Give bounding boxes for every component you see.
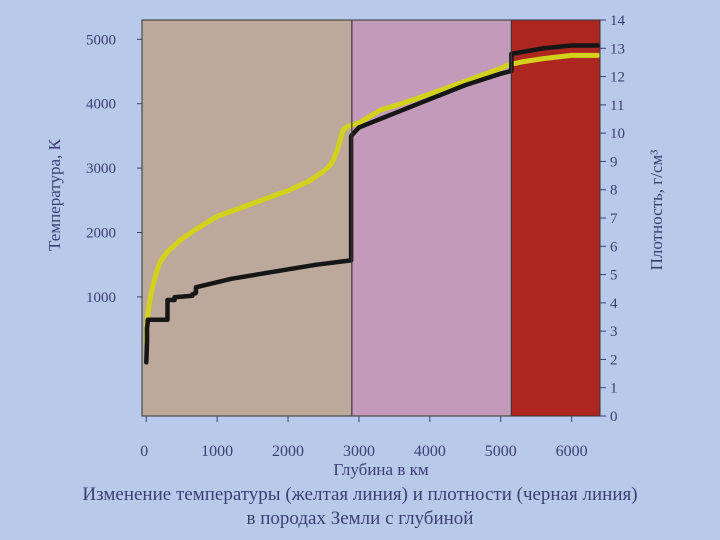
x-tick-label: 1000 bbox=[201, 443, 233, 460]
y-right-tick-label: 10 bbox=[610, 126, 625, 142]
y-right-tick-label: 0 bbox=[610, 409, 618, 425]
y-left-tick-label: 5000 bbox=[86, 32, 116, 48]
x-tick-label: 6000 bbox=[556, 443, 588, 460]
x-tick-label: 2000 bbox=[272, 443, 304, 460]
y-right-tick-label: 7 bbox=[610, 211, 618, 227]
region-0 bbox=[142, 20, 352, 416]
y-right-tick-label: 5 bbox=[610, 268, 618, 284]
y-left-axis-title: Температура, К bbox=[45, 138, 64, 251]
region-1 bbox=[351, 20, 512, 416]
y-left-tick-label: 2000 bbox=[86, 225, 116, 241]
x-tick-label: 4000 bbox=[414, 443, 446, 460]
y-right-tick-label: 14 bbox=[610, 13, 626, 29]
y-right-tick-label: 2 bbox=[610, 352, 618, 368]
y-left-tick-label: 4000 bbox=[86, 97, 116, 113]
y-right-tick-label: 1 bbox=[610, 381, 618, 397]
y-right-tick-label: 11 bbox=[610, 98, 624, 114]
x-tick-label: 5000 bbox=[485, 443, 517, 460]
temperature-line bbox=[143, 52, 601, 345]
y-right-tick-label: 13 bbox=[610, 41, 625, 57]
region-2 bbox=[511, 20, 600, 416]
y-right-axis-title: Плотность, г/см³ bbox=[647, 150, 666, 271]
density-line bbox=[144, 43, 601, 365]
y-right-tick-label: 12 bbox=[610, 70, 625, 86]
y-left-tick-label: 1000 bbox=[86, 290, 116, 306]
x-tick-label: 3000 bbox=[343, 443, 375, 460]
y-right-tick-label: 8 bbox=[610, 183, 618, 199]
y-right-tick-label: 6 bbox=[610, 239, 618, 255]
y-right-tick-label: 9 bbox=[610, 154, 618, 170]
y-right-tick-label: 4 bbox=[610, 296, 618, 312]
x-tick-label: 0 bbox=[140, 443, 148, 460]
y-left-tick-label: 3000 bbox=[86, 161, 116, 177]
chart-caption-line-2: в породах Земли с глубиной bbox=[246, 508, 474, 529]
chart-caption-line-1: Изменение температуры (желтая линия) и п… bbox=[82, 484, 638, 505]
x-axis-title: Глубина в км bbox=[333, 460, 428, 479]
y-right-tick-label: 3 bbox=[610, 324, 618, 340]
